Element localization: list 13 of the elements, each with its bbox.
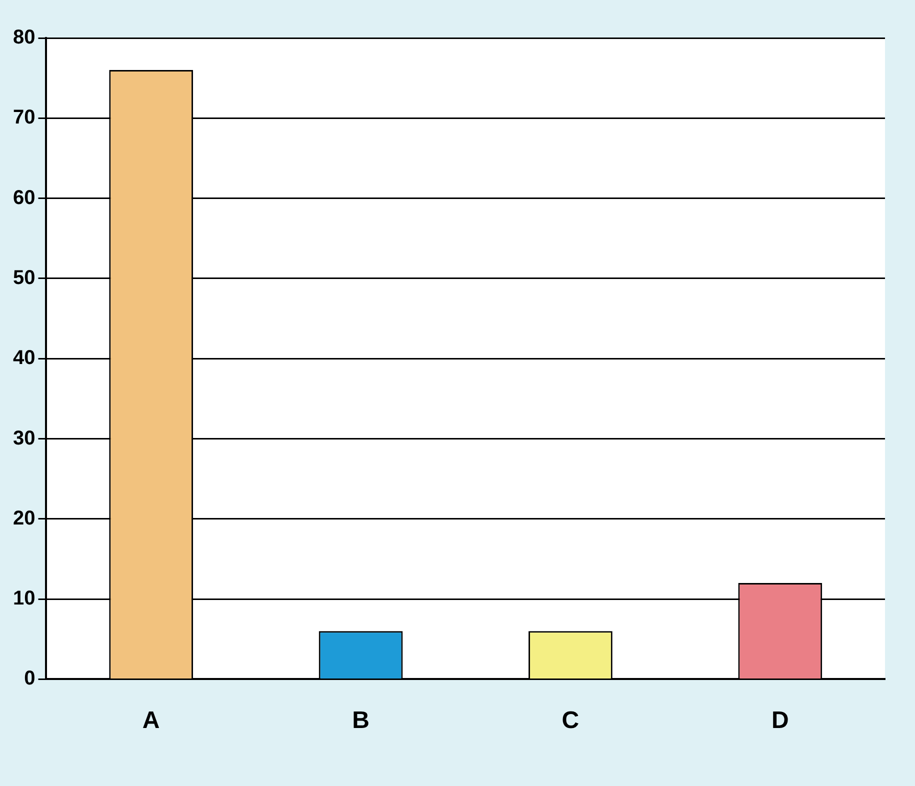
y-tick-label: 10 xyxy=(12,588,36,610)
y-tick-label: 70 xyxy=(12,106,36,129)
y-tick-label: 40 xyxy=(12,347,36,370)
y-tick-label: 20 xyxy=(12,507,36,530)
x-tick-label: A xyxy=(142,707,160,734)
y-tick-label: 0 xyxy=(24,668,36,690)
y-tick-label: 60 xyxy=(12,186,36,209)
x-tick-label: D xyxy=(771,707,789,734)
x-tick-label: C xyxy=(562,707,580,734)
y-tick-label: 30 xyxy=(12,427,36,450)
y-tick-label: 50 xyxy=(12,266,36,289)
y-tick-label: 80 xyxy=(12,26,36,49)
x-tick-label: B xyxy=(352,707,370,734)
